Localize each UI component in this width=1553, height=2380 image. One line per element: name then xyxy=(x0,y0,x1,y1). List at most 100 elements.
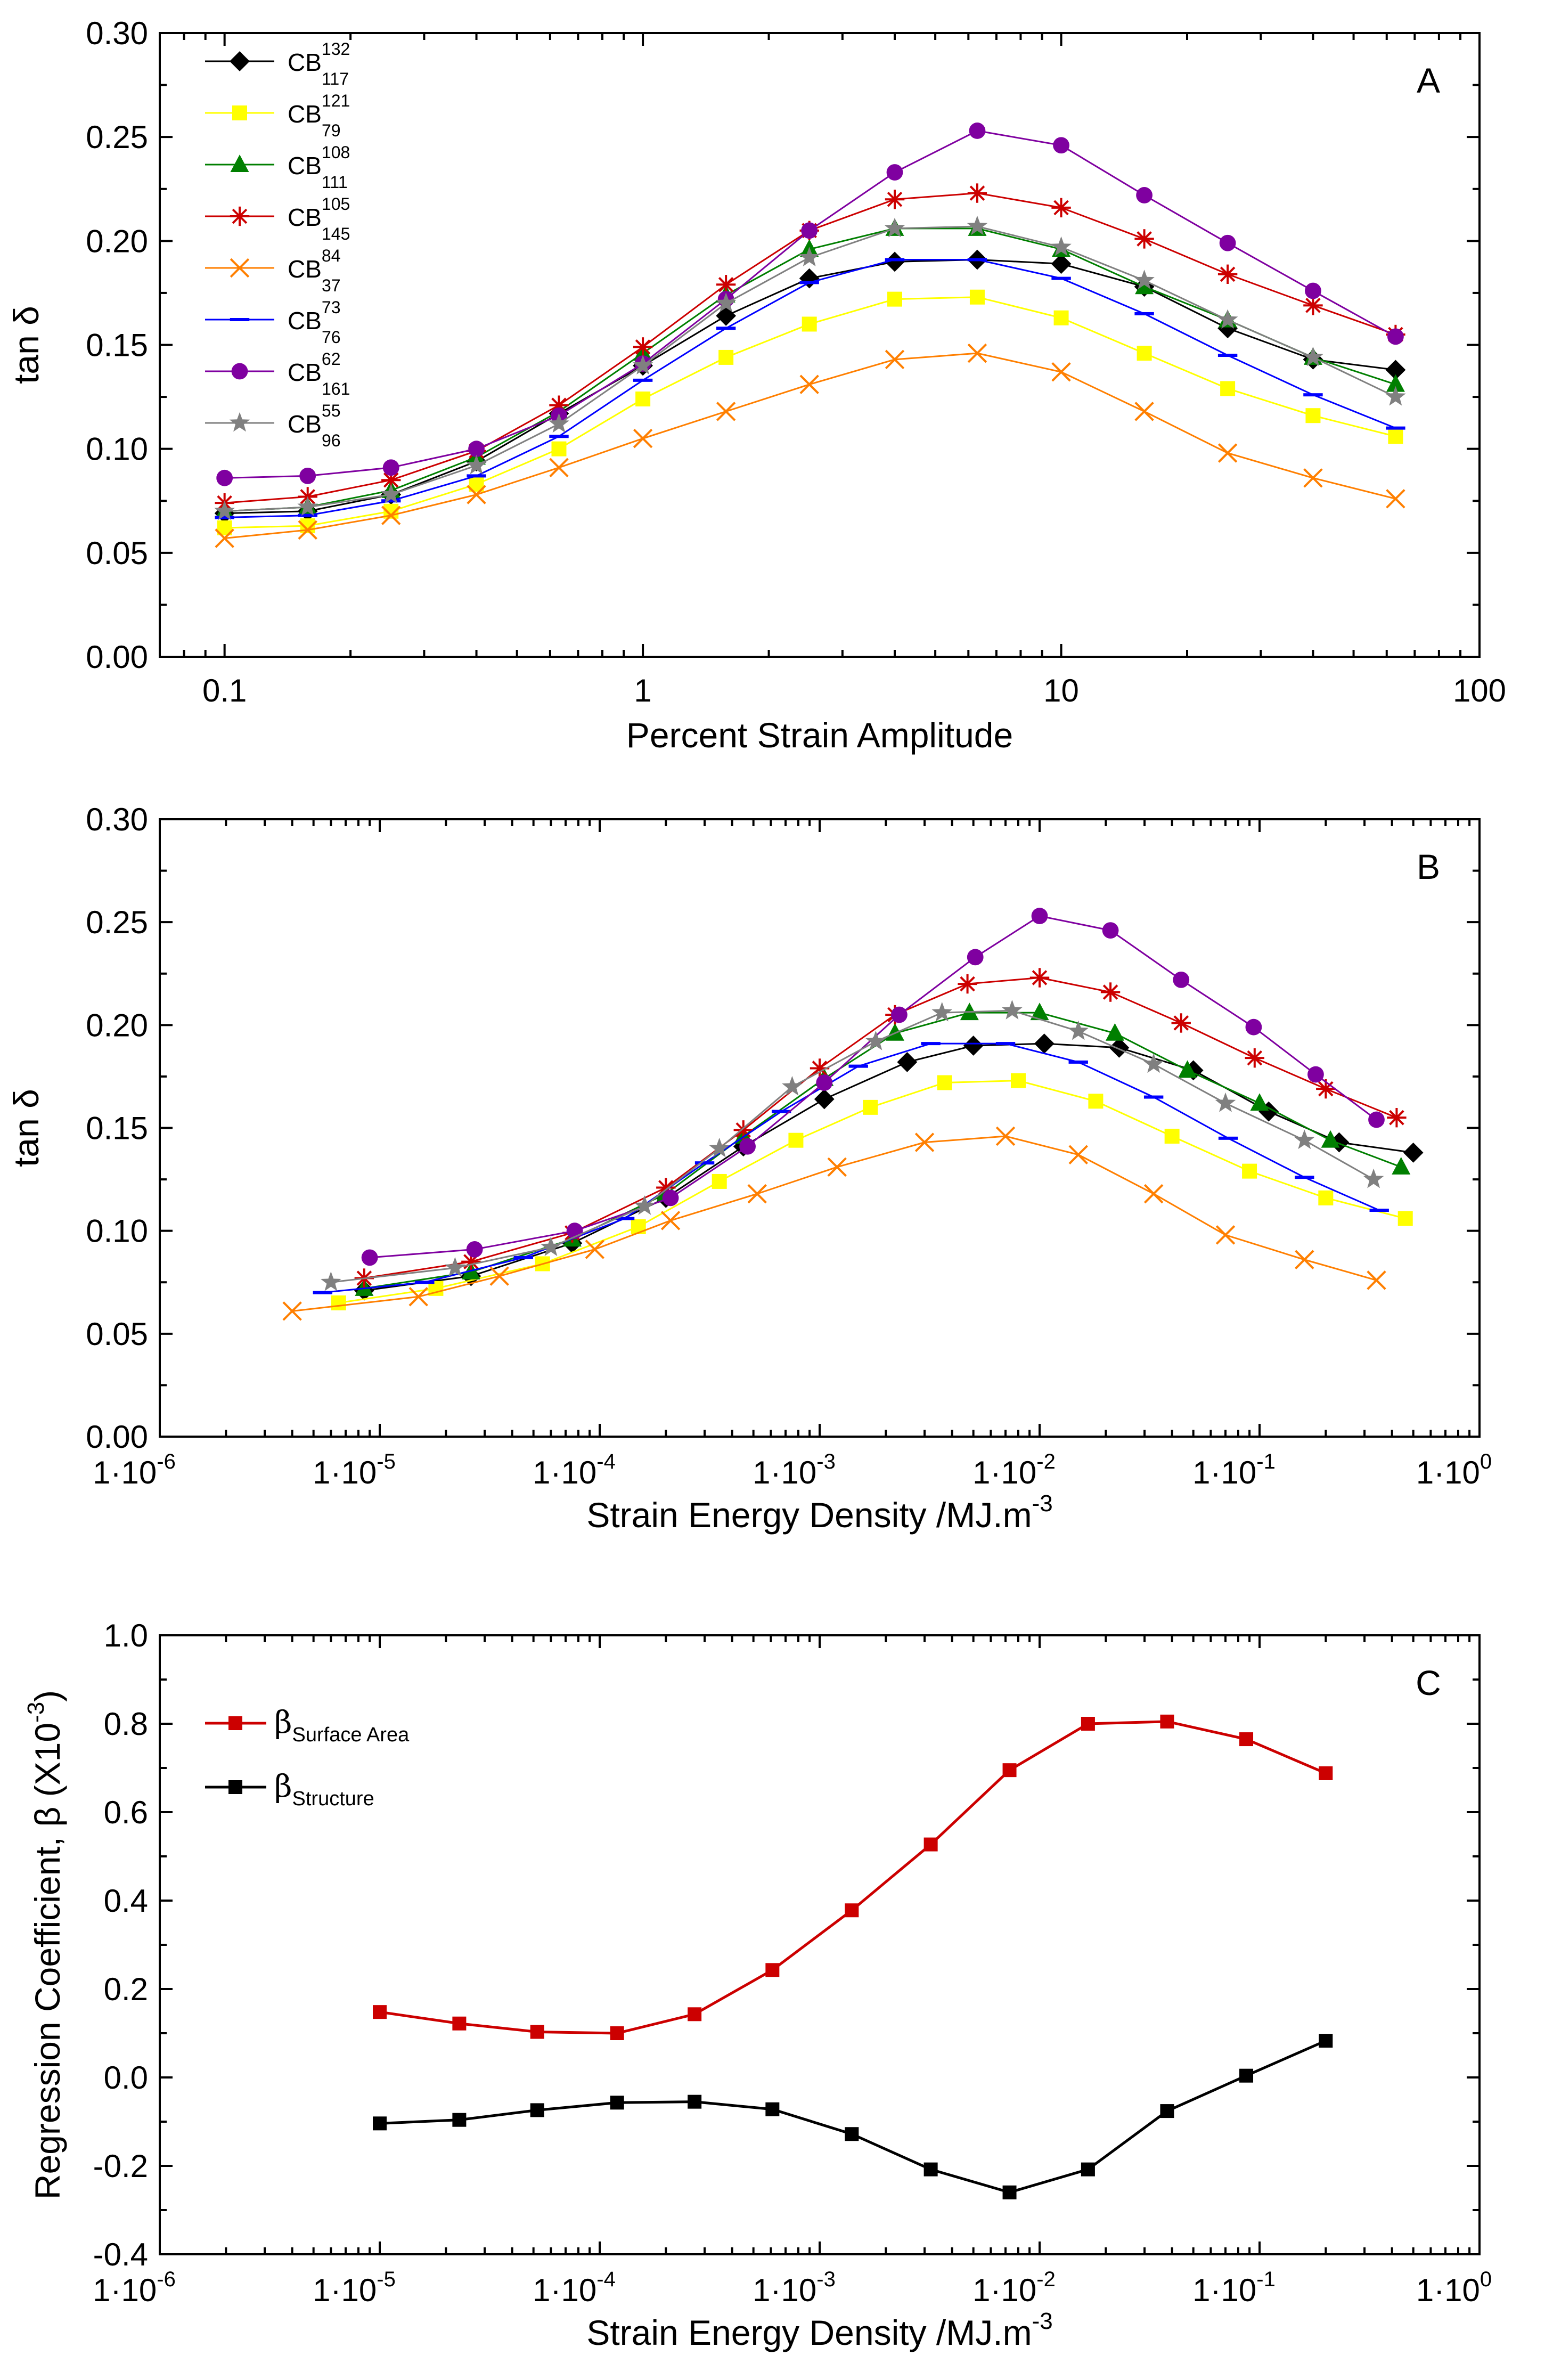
plot-frame xyxy=(159,32,1481,658)
data-point xyxy=(530,2103,544,2117)
y-tick-label: 0.00 xyxy=(86,1419,148,1455)
legend-entry-sup: 132 xyxy=(322,39,350,59)
data-point-stroke-b xyxy=(1143,1184,1164,1204)
data-point xyxy=(1239,2068,1254,2083)
x-tick-base: 1·10 xyxy=(533,2272,596,2308)
data-point xyxy=(660,1211,681,1230)
data-point xyxy=(1385,386,1406,406)
data-point-stroke-3 xyxy=(1032,970,1048,985)
data-point xyxy=(765,1963,780,1977)
x-tick-exponent: -1 xyxy=(1256,2268,1276,2291)
x-tick-label: 1·10-1 xyxy=(1192,2268,1276,2308)
x-tick-exponent: -5 xyxy=(377,2268,396,2291)
legend-entry-sup: 84 xyxy=(322,246,341,265)
series-6 xyxy=(216,123,1404,486)
data-point xyxy=(1215,1092,1236,1112)
data-point xyxy=(1385,360,1406,380)
x-tick-exponent: 0 xyxy=(1480,2268,1492,2291)
data-point xyxy=(1002,999,1023,1020)
data-point-stroke-3 xyxy=(635,339,651,355)
data-point xyxy=(863,1099,878,1115)
legend-entry-sub: 161 xyxy=(322,379,350,398)
data-point xyxy=(1319,1766,1333,1780)
data-point xyxy=(610,2026,624,2040)
data-point xyxy=(1134,270,1155,289)
data-point-stroke-b xyxy=(660,1211,681,1230)
data-point xyxy=(688,2007,702,2022)
data-point xyxy=(715,292,737,312)
data-point xyxy=(1295,1176,1314,1179)
legend-marker xyxy=(230,51,250,71)
data-point xyxy=(848,1064,868,1068)
data-point xyxy=(585,1240,605,1259)
data-point xyxy=(963,1036,984,1056)
data-point xyxy=(1178,1060,1197,1078)
x-tick-base: 1·10 xyxy=(313,1455,377,1490)
x-tick-label: 1·10-2 xyxy=(972,1450,1056,1490)
data-point xyxy=(610,2096,624,2110)
data-point xyxy=(452,2016,467,2031)
legend-entry-sup: 62 xyxy=(322,349,341,369)
data-point xyxy=(969,123,986,139)
data-point xyxy=(885,1023,904,1041)
data-point-stroke-3 xyxy=(1220,266,1236,282)
legend-entry: CB108 111 xyxy=(288,143,350,192)
data-point xyxy=(1134,229,1154,249)
data-point xyxy=(1245,1018,1262,1036)
data-point xyxy=(967,258,987,262)
data-point xyxy=(1164,1128,1180,1144)
data-point xyxy=(1051,276,1071,280)
x-axis-label-sup: -3 xyxy=(1032,2308,1053,2334)
x-tick-base: 1·10 xyxy=(93,1455,157,1490)
data-point xyxy=(788,1132,804,1148)
data-point xyxy=(1217,309,1238,329)
y-tick-label: 0.0 xyxy=(104,2060,148,2096)
data-point xyxy=(1068,1020,1089,1040)
data-point-stroke-b xyxy=(1068,1145,1088,1164)
data-point xyxy=(1051,198,1071,218)
data-point xyxy=(1068,1060,1088,1064)
y-tick-label: 0.10 xyxy=(86,431,148,467)
data-point-stroke-3 xyxy=(812,1061,828,1076)
x-tick-label: 1·10-5 xyxy=(313,2268,396,2308)
y-tick-label: 0.00 xyxy=(86,639,148,675)
series-line xyxy=(379,1720,1327,2035)
x-tick-base: 1·10 xyxy=(1416,2272,1480,2308)
data-point xyxy=(1386,426,1405,430)
x-tick-label: 1·100 xyxy=(1416,1450,1492,1490)
legend-marker xyxy=(230,206,250,226)
legend-entry-name: β xyxy=(274,1704,292,1740)
data-point xyxy=(1319,2034,1333,2048)
x-tick-base: 1·10 xyxy=(313,2272,377,2308)
data-point xyxy=(382,459,399,476)
data-point xyxy=(1245,1048,1264,1068)
data-point xyxy=(633,428,653,449)
data-point-stroke-b xyxy=(827,1157,847,1177)
x-tick-exponent: -3 xyxy=(816,1450,836,1473)
data-point xyxy=(1136,187,1153,203)
data-point xyxy=(1305,282,1321,299)
data-point xyxy=(1081,1717,1095,1731)
series-line xyxy=(224,129,1396,479)
x-tick-label: 10 xyxy=(1043,673,1079,708)
data-point-stroke-3 xyxy=(1389,1110,1404,1126)
data-point xyxy=(1250,1093,1269,1111)
x-tick-label: 1·10-4 xyxy=(533,2268,616,2308)
series-7 xyxy=(321,999,1384,1291)
series-line xyxy=(369,915,1377,1259)
data-point xyxy=(361,1249,378,1266)
data-point xyxy=(1068,1145,1088,1164)
data-point xyxy=(1369,1209,1389,1212)
x-tick-label: 1 xyxy=(634,673,651,708)
y-tick-label: 0.25 xyxy=(86,119,148,155)
x-tick-exponent: -6 xyxy=(157,2268,176,2291)
data-point-stroke-3 xyxy=(1318,1081,1334,1097)
data-point xyxy=(1010,1073,1026,1088)
data-point-stroke-3 xyxy=(1102,984,1118,1000)
x-tick-base: 1·10 xyxy=(1192,2272,1256,2308)
data-point xyxy=(1294,1129,1315,1150)
legend-marker xyxy=(231,363,248,380)
data-point xyxy=(1051,362,1071,382)
x-tick-exponent: -4 xyxy=(596,2268,616,2291)
data-point xyxy=(884,217,905,238)
